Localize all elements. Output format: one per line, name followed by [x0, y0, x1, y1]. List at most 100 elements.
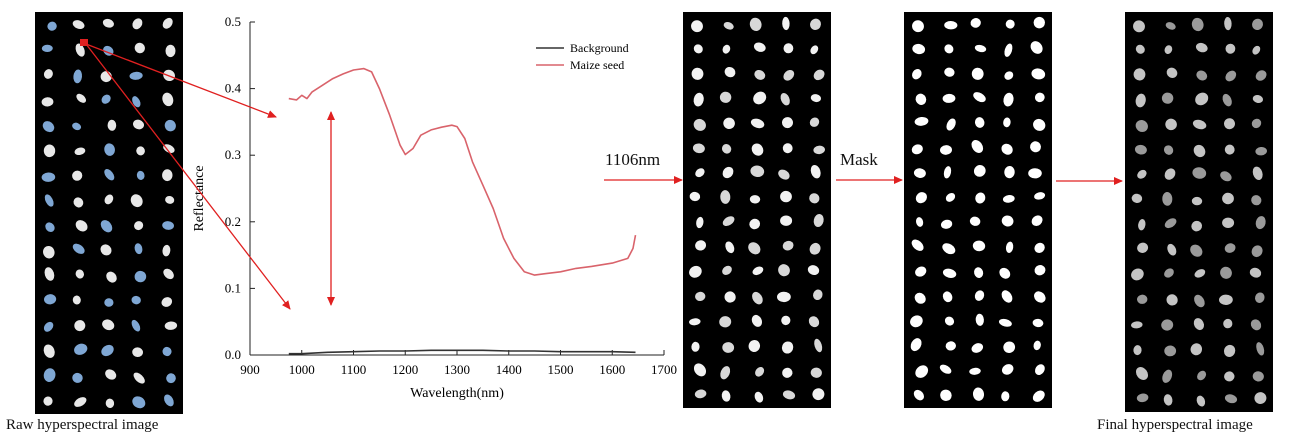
maize-seed: [132, 396, 146, 409]
maize-seed: [754, 69, 766, 80]
maize-seed: [165, 44, 176, 58]
maize-seed: [1032, 390, 1045, 402]
raw-image-caption: Raw hyperspectral image: [6, 417, 159, 433]
maize-seed: [942, 243, 956, 255]
background-series-line: [288, 349, 636, 355]
maize-seed: [945, 341, 956, 351]
maize-seed: [130, 194, 143, 208]
legend-label: Maize seed: [570, 58, 624, 72]
x-tick-label: 1200: [392, 362, 418, 377]
maize-seed: [719, 91, 732, 103]
maize-seed: [970, 18, 981, 28]
maize-seed: [944, 20, 958, 30]
y-tick-label: 0.5: [225, 14, 241, 29]
maize-seed: [1034, 242, 1045, 254]
band-1106nm-image: [683, 12, 831, 408]
maize-seed: [165, 195, 175, 204]
maize-seed: [722, 342, 735, 353]
maize-seed: [1224, 17, 1232, 31]
maize-seed: [162, 169, 173, 182]
maize-seed: [1250, 319, 1262, 331]
maize-seed: [695, 240, 707, 251]
maize-seed: [720, 366, 731, 380]
maize-seed: [720, 190, 731, 204]
maize-seed: [974, 44, 987, 53]
maize-seed: [1224, 118, 1235, 130]
maize-seed: [1220, 266, 1232, 279]
maize-seed: [1137, 169, 1147, 179]
maize-seed: [813, 69, 825, 81]
maize-seed: [1192, 167, 1207, 179]
maize-seed: [812, 388, 825, 401]
maize-seed: [72, 295, 81, 305]
maize-seed: [691, 67, 704, 80]
maize-seed: [132, 18, 143, 30]
maize-seed: [44, 267, 55, 281]
maize-seed: [723, 117, 735, 130]
maize-seed: [916, 217, 924, 227]
maize-seed: [1223, 344, 1236, 357]
maize-seed: [1166, 67, 1178, 78]
maize-seed: [940, 219, 953, 229]
maize-seed: [972, 387, 985, 401]
maize-seed: [1134, 144, 1147, 155]
maize-seed: [1031, 215, 1043, 227]
maize-seed: [163, 144, 175, 153]
maize-seed: [72, 20, 85, 30]
maize-seed: [1162, 192, 1173, 206]
maize-seed: [101, 344, 114, 357]
maize-seed: [1035, 364, 1045, 375]
maize-seed: [74, 147, 86, 156]
maize-seed: [782, 390, 796, 400]
maize-seed: [974, 290, 985, 301]
maize-seed: [910, 315, 923, 328]
maize-seed: [164, 321, 178, 330]
maize-seed: [689, 191, 701, 202]
maize-seed: [1224, 243, 1236, 253]
maize-seed: [748, 340, 761, 352]
final-image-caption: Final hyperspectral image: [1097, 417, 1253, 433]
mask-label: Mask: [840, 150, 878, 169]
maize-seed: [1033, 118, 1046, 131]
maize-seed: [100, 71, 112, 83]
maize-seed: [1003, 92, 1014, 107]
maize-seed: [782, 367, 793, 378]
maize-seed: [973, 165, 986, 177]
maize-seed: [975, 313, 984, 326]
maize-seed: [782, 16, 790, 31]
maize-seed: [1002, 195, 1015, 203]
maize-seed: [47, 21, 57, 31]
maize-seed: [723, 22, 734, 30]
maize-seed: [106, 271, 117, 283]
maize-seed: [1252, 18, 1263, 31]
maize-seed: [693, 92, 704, 107]
maize-seed: [1225, 70, 1237, 82]
maize-seed: [942, 268, 957, 278]
seed-grid: [910, 16, 1046, 402]
maize-seed: [107, 119, 117, 131]
maize-seed: [1001, 215, 1014, 227]
maize-seed: [1255, 70, 1267, 81]
maize-seed: [75, 43, 85, 57]
maize-seed: [940, 145, 952, 155]
maize-seed: [752, 266, 764, 276]
maize-seed: [132, 119, 145, 130]
maize-seed: [693, 118, 706, 131]
maize-seed: [974, 267, 984, 278]
maize-seed: [1030, 41, 1043, 54]
maize-seed: [1190, 244, 1203, 257]
x-tick-label: 1300: [444, 362, 470, 377]
maize-seed: [1191, 220, 1203, 232]
maize-seed: [778, 264, 790, 277]
maize-seed: [973, 92, 986, 103]
maize-seed: [131, 295, 141, 305]
maize-seed: [1137, 294, 1148, 304]
maize-seed: [751, 314, 762, 327]
maize-seed: [753, 42, 766, 52]
maize-seed: [136, 170, 145, 180]
maize-seed: [778, 169, 790, 180]
maize-seed: [1195, 92, 1209, 106]
maize-seed: [164, 394, 174, 407]
maize-seed: [1033, 340, 1041, 351]
maize-seed: [1191, 196, 1203, 206]
